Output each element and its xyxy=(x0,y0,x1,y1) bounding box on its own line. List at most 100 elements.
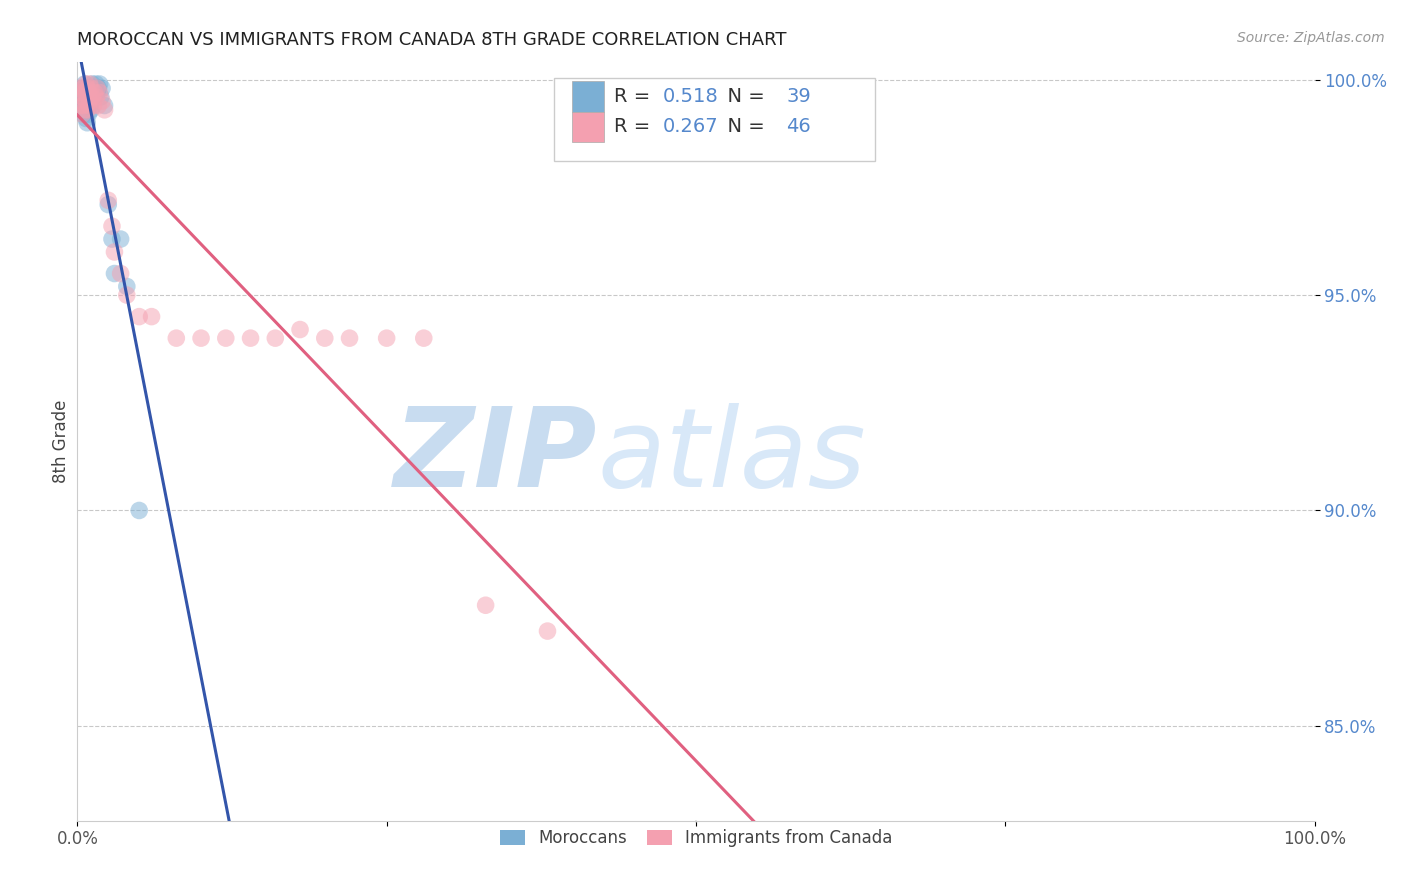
Point xyxy=(79,98,101,112)
Point xyxy=(73,90,96,104)
Text: R =: R = xyxy=(614,87,657,106)
Point xyxy=(75,112,97,126)
Point xyxy=(80,86,103,100)
Point xyxy=(103,267,125,281)
Point xyxy=(72,107,94,121)
Point xyxy=(190,331,212,345)
Point xyxy=(73,86,96,100)
FancyBboxPatch shape xyxy=(572,81,605,112)
Point xyxy=(76,116,98,130)
Point xyxy=(87,81,110,95)
Point xyxy=(288,322,311,336)
Point xyxy=(83,81,105,95)
Point xyxy=(97,197,120,211)
Text: N =: N = xyxy=(714,87,770,106)
Point xyxy=(82,77,104,91)
Point xyxy=(72,98,94,112)
Point xyxy=(72,81,94,95)
Point xyxy=(128,503,150,517)
Y-axis label: 8th Grade: 8th Grade xyxy=(52,400,70,483)
Point xyxy=(91,94,114,108)
Text: atlas: atlas xyxy=(598,403,866,510)
Point xyxy=(75,77,97,91)
Point xyxy=(82,90,104,104)
Point xyxy=(77,86,100,100)
Point xyxy=(97,194,120,208)
Point xyxy=(165,331,187,345)
Text: MOROCCAN VS IMMIGRANTS FROM CANADA 8TH GRADE CORRELATION CHART: MOROCCAN VS IMMIGRANTS FROM CANADA 8TH G… xyxy=(77,31,787,49)
Point xyxy=(72,86,94,100)
Point xyxy=(101,232,124,246)
Point xyxy=(79,94,101,108)
Point xyxy=(474,599,496,613)
Point xyxy=(75,94,97,108)
Legend: Moroccans, Immigrants from Canada: Moroccans, Immigrants from Canada xyxy=(494,822,898,854)
Point xyxy=(82,98,104,112)
Point xyxy=(80,103,103,117)
Point xyxy=(264,331,287,345)
Point xyxy=(76,103,98,117)
Point xyxy=(83,86,105,100)
Point xyxy=(75,81,97,95)
Point xyxy=(339,331,361,345)
Point xyxy=(75,94,97,108)
FancyBboxPatch shape xyxy=(572,112,605,142)
Point xyxy=(84,90,107,104)
Point xyxy=(115,279,138,293)
Point xyxy=(93,98,115,112)
Point xyxy=(84,77,107,91)
Point xyxy=(79,77,101,91)
Point xyxy=(76,86,98,100)
Point xyxy=(77,90,100,104)
Point xyxy=(70,90,93,104)
Point xyxy=(76,81,98,95)
Text: 0.518: 0.518 xyxy=(662,87,718,106)
Text: ZIP: ZIP xyxy=(394,403,598,510)
Point xyxy=(77,107,100,121)
FancyBboxPatch shape xyxy=(554,78,876,161)
Point xyxy=(72,94,94,108)
Point xyxy=(73,103,96,117)
Point xyxy=(93,103,115,117)
Point xyxy=(73,103,96,117)
Point xyxy=(375,331,398,345)
Point xyxy=(69,81,91,95)
Point xyxy=(80,81,103,95)
Point xyxy=(72,90,94,104)
Point xyxy=(141,310,163,324)
Point xyxy=(314,331,336,345)
Point xyxy=(69,86,91,100)
Point xyxy=(86,81,108,95)
Point xyxy=(77,98,100,112)
Point xyxy=(128,310,150,324)
Point xyxy=(115,288,138,302)
Point xyxy=(110,232,132,246)
Point xyxy=(89,77,111,91)
Point xyxy=(79,81,101,95)
Point xyxy=(72,81,94,95)
Point xyxy=(110,267,132,281)
Point xyxy=(70,86,93,100)
Text: 0.267: 0.267 xyxy=(662,118,718,136)
Point xyxy=(70,98,93,112)
Point xyxy=(90,90,112,104)
Point xyxy=(72,103,94,117)
Point xyxy=(82,90,104,104)
Point xyxy=(87,98,110,112)
Text: R =: R = xyxy=(614,118,657,136)
Text: 46: 46 xyxy=(786,118,811,136)
Point xyxy=(91,81,114,95)
Point xyxy=(72,107,94,121)
Point xyxy=(76,98,98,112)
Point xyxy=(86,86,108,100)
Point xyxy=(412,331,434,345)
Point xyxy=(239,331,262,345)
Point xyxy=(215,331,238,345)
Point xyxy=(536,624,558,638)
Point xyxy=(103,244,125,259)
Text: 39: 39 xyxy=(786,87,811,106)
Text: Source: ZipAtlas.com: Source: ZipAtlas.com xyxy=(1237,31,1385,45)
Text: N =: N = xyxy=(714,118,770,136)
Point xyxy=(89,86,111,100)
Point xyxy=(70,98,93,112)
